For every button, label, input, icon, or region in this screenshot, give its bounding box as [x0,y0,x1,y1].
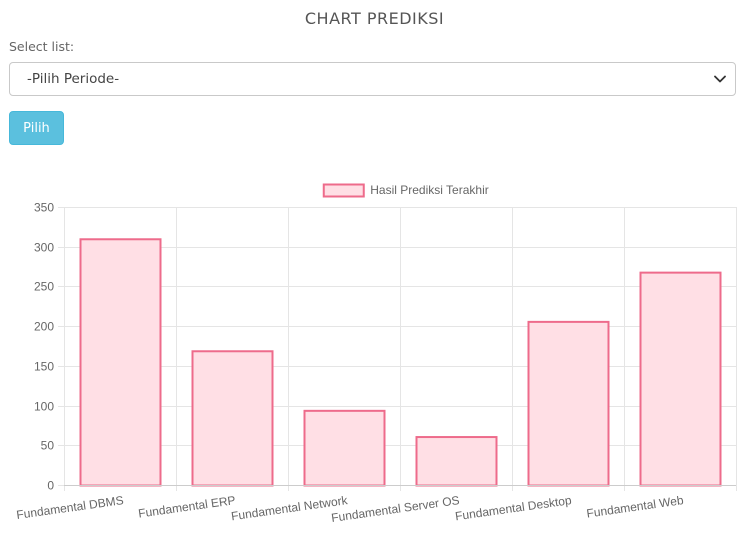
bar-fundamental-web [639,271,722,487]
period-select-value: -Pilih Periode- [27,71,120,87]
x-tick-label: Fundamental Server OS [330,493,460,525]
x-tick-label: Fundamental Web [586,493,685,521]
y-tick-label: 150 [34,360,54,374]
y-tick-label: 100 [34,400,54,414]
y-tick-label: 200 [34,320,54,334]
chevron-down-icon [713,72,727,86]
select-label: Select list: [9,39,75,54]
y-tick-label: 300 [34,241,54,255]
bar-fundamental-network [303,409,386,487]
y-tick-label: 0 [47,479,54,493]
bar-fundamental-dbms [79,238,162,487]
bar-fundamental-server-os [415,436,498,487]
bar-fundamental-erp [191,350,274,487]
x-tick-label: Fundamental ERP [137,493,236,521]
pilih-button[interactable]: Pilih [9,111,64,145]
legend-label: Hasil Prediksi Terakhir [370,183,488,197]
y-tick-label: 50 [41,439,55,453]
legend-swatch [322,183,365,198]
bar-fundamental-desktop [527,320,610,487]
y-tick-label: 350 [34,201,54,215]
x-tick-label: Fundamental DBMS [15,493,124,522]
period-select[interactable]: -Pilih Periode- [9,62,736,96]
page-title: CHART PREDIKSI [304,9,445,28]
y-tick-label: 250 [34,280,54,294]
x-tick-label: Fundamental Desktop [454,493,573,523]
